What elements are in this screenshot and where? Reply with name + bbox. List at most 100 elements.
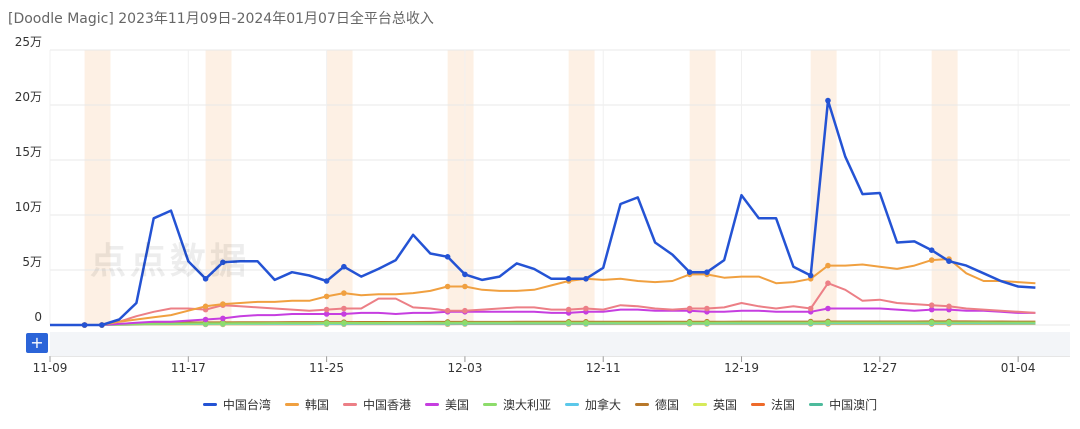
- chart-legend: 中国台湾 韩国 中国香港 美国 澳大利亚 加拿大 德国 英国 法国 中国澳门: [0, 396, 1080, 413]
- data-point: [583, 320, 589, 326]
- data-point: [202, 303, 209, 310]
- data-point: [807, 305, 814, 312]
- data-point: [825, 280, 831, 287]
- y-tick-label: 25万: [15, 35, 42, 49]
- legend-label: 加拿大: [585, 398, 622, 412]
- data-point: [565, 320, 572, 326]
- legend-swatch: [342, 403, 357, 406]
- data-point: [341, 320, 347, 326]
- weekend-band: [84, 50, 111, 325]
- legend-label: 韩国: [304, 398, 329, 412]
- data-point: [825, 97, 831, 104]
- legend-item[interactable]: 中国香港: [342, 396, 411, 413]
- legend-swatch: [482, 403, 497, 406]
- data-point: [807, 319, 814, 326]
- data-point: [341, 311, 347, 317]
- data-point: [825, 305, 831, 312]
- data-point: [946, 258, 952, 265]
- data-point: [444, 283, 451, 290]
- data-point: [220, 320, 226, 327]
- data-point: [565, 306, 572, 313]
- legend-swatch: [202, 403, 217, 406]
- y-tick-label: 5万: [22, 255, 42, 269]
- legend-item[interactable]: 法国: [751, 396, 795, 413]
- data-point: [704, 305, 710, 312]
- legend-item[interactable]: 韩国: [284, 396, 329, 413]
- weekend-band: [447, 50, 474, 325]
- legend-item[interactable]: 美国: [424, 396, 469, 413]
- data-point: [202, 316, 209, 323]
- data-point: [928, 319, 935, 326]
- data-point: [928, 306, 935, 313]
- data-point: [202, 276, 209, 282]
- data-point: [444, 253, 451, 260]
- data-point: [462, 320, 468, 326]
- legend-item[interactable]: 英国: [693, 396, 737, 413]
- legend-item[interactable]: 中国澳门: [809, 396, 877, 413]
- legend-label: 澳大利亚: [502, 398, 551, 412]
- series-line-2: [50, 282, 1036, 326]
- legend-swatch: [284, 403, 299, 406]
- data-point: [341, 290, 347, 296]
- legend-swatch: [751, 403, 766, 406]
- data-point: [220, 315, 226, 322]
- data-point: [704, 269, 710, 276]
- data-point: [444, 320, 451, 326]
- legend-label: 法国: [771, 398, 796, 412]
- legend-swatch: [565, 403, 579, 406]
- data-point: [686, 319, 693, 326]
- weekend-band: [205, 50, 232, 325]
- data-point: [565, 276, 572, 282]
- data-point: [704, 319, 710, 326]
- legend-label: 美国: [444, 398, 469, 412]
- data-point: [323, 278, 330, 284]
- series-line-4: [50, 321, 1036, 326]
- data-point: [220, 259, 226, 266]
- data-point: [686, 305, 693, 312]
- data-point: [825, 262, 831, 269]
- x-tick-label: 12-11: [586, 361, 621, 375]
- legend-label: 中国澳门: [829, 398, 878, 412]
- legend-label: 德国: [655, 398, 680, 412]
- data-point: [323, 320, 330, 326]
- legend-label: 中国台湾: [222, 398, 271, 412]
- data-point: [583, 305, 589, 312]
- watermark-logo: 点点数据: [90, 241, 251, 282]
- data-point: [686, 269, 693, 276]
- legend-item[interactable]: 中国台湾: [202, 396, 271, 413]
- y-tick-label: 10万: [15, 200, 42, 214]
- data-point: [946, 303, 952, 310]
- series-line-3: [50, 307, 1036, 326]
- x-tick-label: 12-19: [724, 361, 759, 375]
- zoom-plus-button[interactable]: +: [26, 333, 48, 353]
- x-tick-label: 12-03: [447, 361, 482, 375]
- data-point: [807, 272, 814, 279]
- legend-item[interactable]: 澳大利亚: [482, 396, 551, 413]
- data-point: [928, 257, 935, 263]
- chart-title: [Doodle Magic] 2023年11月09日-2024年01月07日全平…: [8, 11, 434, 27]
- data-point: [99, 322, 105, 328]
- legend-item[interactable]: 加拿大: [565, 396, 621, 413]
- legend-item[interactable]: 德国: [635, 396, 679, 413]
- data-point: [323, 293, 330, 300]
- data-point: [323, 311, 330, 317]
- legend-swatch: [635, 403, 650, 406]
- series-line-0: [50, 99, 1036, 327]
- data-point: [583, 276, 589, 282]
- data-point: [946, 319, 952, 326]
- data-point: [220, 301, 226, 307]
- weekend-band: [568, 50, 595, 325]
- legend-swatch: [693, 403, 708, 406]
- legend-label: 英国: [713, 398, 738, 412]
- data-point: [928, 247, 935, 253]
- data-point: [462, 307, 468, 314]
- y-tick-label: 20万: [15, 90, 42, 104]
- x-tick-label: 11-25: [309, 361, 344, 375]
- x-tick-label: 11-09: [33, 361, 68, 375]
- data-point: [341, 305, 347, 312]
- y-tick-label: 0: [34, 310, 42, 324]
- weekend-band: [689, 50, 716, 325]
- x-tick-label: 11-17: [171, 361, 206, 375]
- zoom-slider-track[interactable]: [50, 332, 1070, 356]
